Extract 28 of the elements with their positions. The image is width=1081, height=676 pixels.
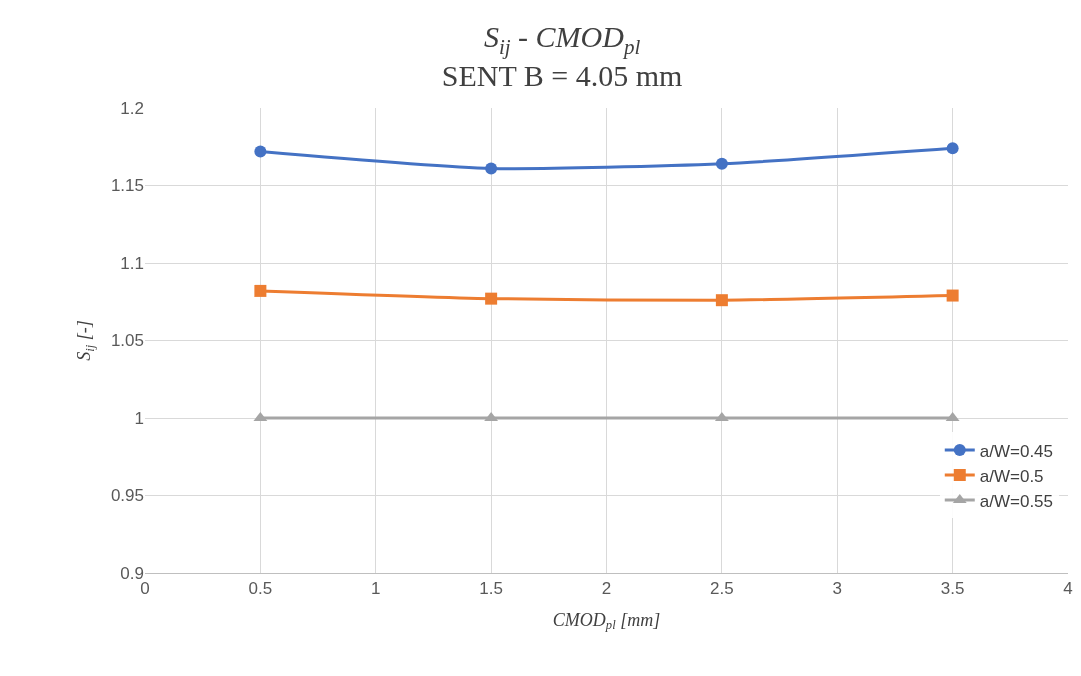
point <box>946 289 959 302</box>
x-tick-label: 0.5 <box>248 579 273 599</box>
y-tick-label: 0.95 <box>110 486 144 506</box>
x-tick-label: 4 <box>1063 579 1073 599</box>
y-tick-label: 1.1 <box>120 253 144 273</box>
point <box>715 294 728 307</box>
y-tick-label: 1 <box>134 408 144 428</box>
point <box>485 162 498 175</box>
chart-subtitle: SENT B = 4.05 mm <box>441 59 683 93</box>
point <box>485 292 498 305</box>
x-tick-label: 1.5 <box>479 579 503 599</box>
point <box>715 157 728 170</box>
x-tick-label: 1 <box>371 579 381 599</box>
chart-title: S$_{ij}$ - CMOD$_{pl}$ <box>483 20 641 59</box>
y-tick-label: 1.05 <box>110 331 144 351</box>
point <box>254 145 267 158</box>
legend-label: a/W=0.55 <box>979 491 1054 511</box>
x-tick-label: 3 <box>832 579 842 599</box>
legend-label: a/W=0.5 <box>979 466 1044 486</box>
x-tick-label: 2.5 <box>710 579 734 599</box>
point <box>946 142 959 155</box>
x-axis-title: CMOD$_{pl}$ [mm] <box>552 609 661 633</box>
y-tick-label: 1.2 <box>120 98 144 118</box>
legend-label: a/W=0.45 <box>979 441 1054 461</box>
y-tick-label: 1.15 <box>110 176 144 196</box>
x-tick-label: 3.5 <box>940 579 965 599</box>
point <box>254 284 267 297</box>
x-tick-label: 2 <box>601 579 612 599</box>
